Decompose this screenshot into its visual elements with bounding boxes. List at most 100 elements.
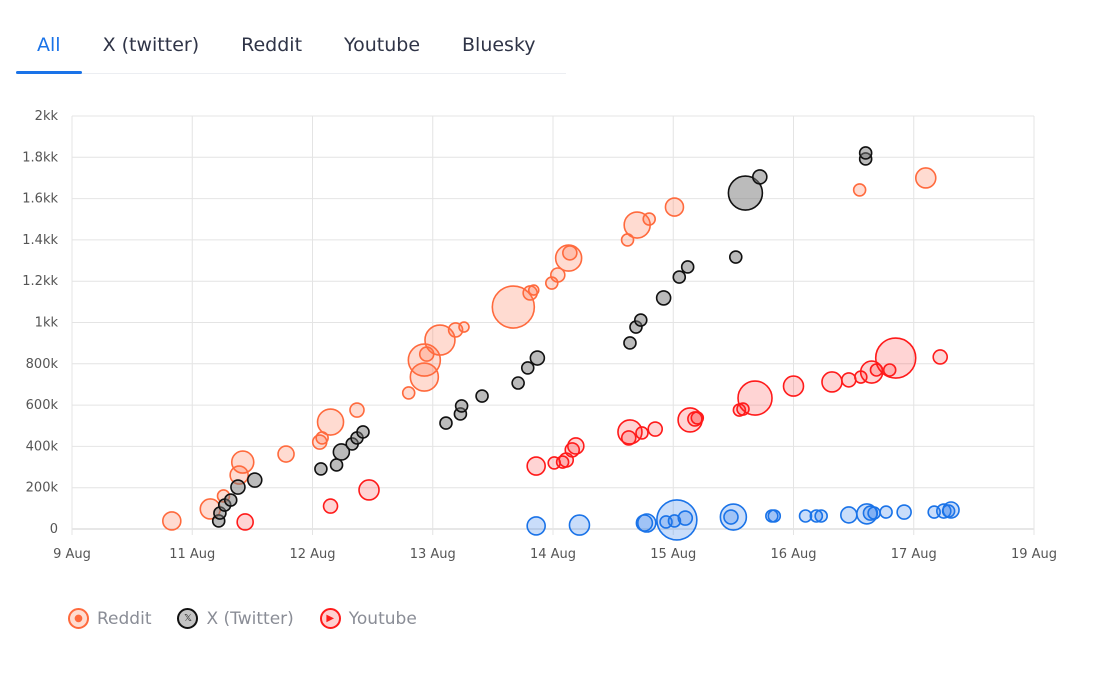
x-tick-label: 19 Aug (1011, 547, 1057, 562)
x-tick-label: 17 Aug (891, 547, 937, 562)
x-tick-label: 14 Aug (530, 547, 576, 562)
series-bluesky (526, 499, 960, 541)
x-tick-label: 13 Aug (410, 547, 456, 562)
series-x-twitter (211, 146, 873, 528)
bubble (655, 290, 672, 306)
bubble (882, 363, 897, 377)
bubble (677, 510, 694, 526)
bubble (567, 437, 585, 455)
bubble (635, 426, 649, 440)
bubble (809, 509, 824, 523)
tab-x-twitter[interactable]: X (twitter) (102, 34, 200, 56)
legend-item-youtube[interactable]: ▶ Youtube (319, 608, 417, 629)
bubble (162, 511, 182, 531)
bubble (942, 501, 960, 519)
bubble (458, 321, 470, 333)
reddit-icon: ● (68, 608, 89, 629)
bubble (867, 506, 881, 520)
y-tick-label: 1.8kk (22, 150, 58, 165)
bubble (401, 386, 416, 400)
bubble (862, 505, 879, 521)
bubble (728, 250, 743, 264)
y-tick-label: 2kk (35, 109, 59, 124)
legend-label: X (Twitter) (206, 608, 294, 629)
bubble (879, 505, 893, 519)
bubble (246, 472, 263, 488)
x-tick-label: 11 Aug (169, 547, 215, 562)
bubble (527, 284, 540, 296)
bubble (841, 372, 857, 388)
chart-legend: ● Reddit 𝕏 X (Twitter) ▶ Youtube (68, 608, 417, 629)
bubble (617, 419, 643, 445)
legend-item-x-twitter[interactable]: 𝕏 X (Twitter) (177, 608, 294, 629)
legend-label: Reddit (97, 608, 152, 629)
bubble (454, 399, 469, 413)
youtube-icon: ▶ (319, 608, 341, 629)
bubble (329, 458, 344, 472)
bubble (409, 362, 440, 392)
bubble (821, 371, 843, 393)
bubble (690, 411, 705, 425)
bubble (656, 499, 698, 541)
bubble-chart: 0 200k 400k 600k 800k 1kk 1.2kk 1.4kk 1.6kk 1.8kk… (22, 109, 1057, 562)
tab-youtube[interactable]: Youtube (344, 34, 421, 56)
bubble (230, 450, 255, 474)
tab-bluesky[interactable]: Bluesky (462, 34, 536, 56)
bubble (424, 324, 456, 356)
bubble (526, 456, 546, 476)
bubble (349, 402, 365, 418)
bubble (647, 421, 664, 437)
bubble (798, 509, 813, 523)
bubble (727, 175, 764, 211)
y-tick-label: 1.4kk (22, 233, 58, 248)
bubble (554, 244, 583, 272)
bubble (439, 416, 453, 430)
bubble (914, 167, 937, 189)
bubble (814, 509, 828, 523)
bubble (520, 361, 535, 375)
x-logo-icon: 𝕏 (177, 608, 199, 629)
x-tick-label: 16 Aug (770, 547, 816, 562)
y-tick-label: 0 (50, 522, 58, 537)
bubble (230, 479, 246, 495)
series-youtube (236, 337, 949, 531)
bubble (332, 443, 351, 461)
bubble (782, 375, 805, 397)
bubble (322, 498, 339, 514)
bubble (620, 430, 637, 446)
tab-all[interactable]: All (16, 24, 82, 74)
x-tick-label: 15 Aug (650, 547, 696, 562)
bubble (623, 336, 637, 350)
legend-item-reddit[interactable]: ● Reddit (68, 608, 151, 629)
bubble (562, 245, 578, 261)
x-tick-label: 12 Aug (289, 547, 335, 562)
bubble (667, 514, 682, 528)
bubble (852, 183, 867, 197)
bubble (723, 509, 739, 525)
y-tick-label: 600k (26, 398, 59, 413)
y-tick-label: 400k (26, 439, 59, 454)
bubble (475, 389, 489, 403)
bubble (358, 479, 380, 501)
series-reddit (162, 167, 937, 531)
bubble (664, 197, 685, 217)
bubble (526, 516, 546, 536)
bubble (633, 313, 648, 327)
bubble (568, 514, 591, 536)
bubble (932, 349, 949, 365)
bubble (672, 270, 687, 284)
bubble (896, 504, 912, 520)
bubble (223, 493, 238, 507)
bubble (277, 445, 295, 463)
x-tick-label: 9 Aug (53, 547, 91, 562)
bubble (511, 376, 525, 390)
tab-reddit[interactable]: Reddit (241, 34, 303, 56)
y-tick-label: 1kk (35, 316, 59, 331)
y-tick-label: 1.6kk (22, 192, 58, 207)
bubble (316, 408, 345, 436)
bubble (236, 513, 254, 531)
bubble (874, 337, 917, 379)
bubble (737, 380, 773, 416)
y-tick-label: 800k (26, 357, 59, 372)
y-tick-label: 200k (26, 481, 59, 496)
